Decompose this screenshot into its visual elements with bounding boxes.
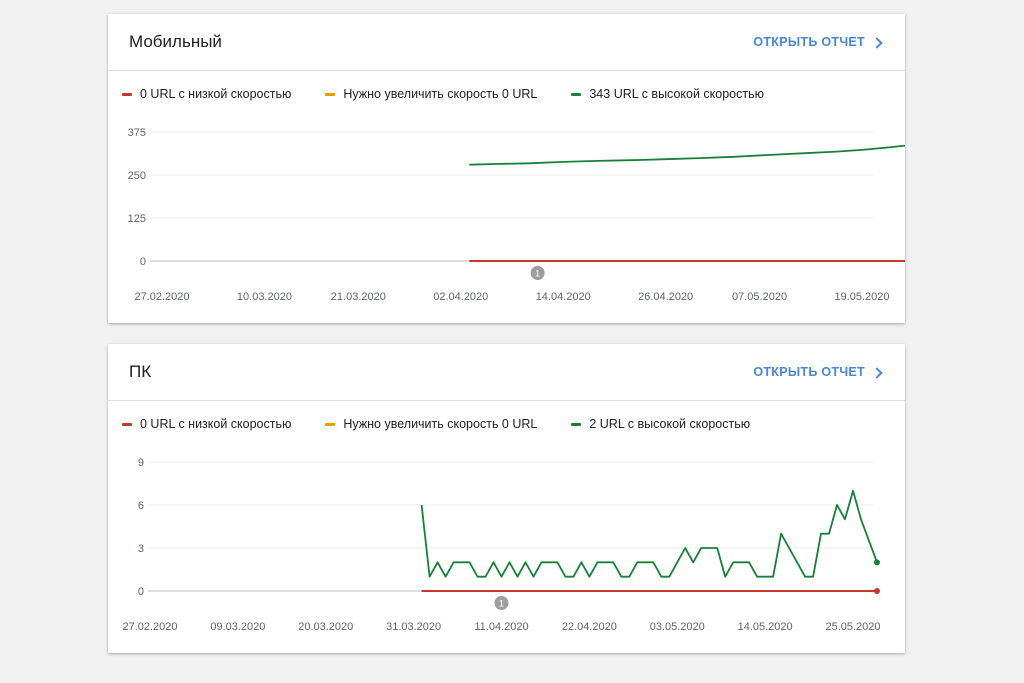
x-tick-label: 27.02.2020	[134, 291, 189, 303]
legend-swatch-poor	[122, 422, 132, 426]
series-end-point-poor	[873, 588, 880, 594]
legend-label-poor: 0 URL с низкой скоростью	[140, 87, 292, 101]
x-tick-label: 11.04.2020	[474, 621, 528, 633]
legend-swatch-needs-improvement	[325, 92, 336, 96]
mobile-card: Мобильный ОТКРЫТЬ ОТЧЕТ 0 URL с низкой с…	[108, 14, 905, 323]
x-tick-label: 10.03.2020	[237, 291, 292, 303]
x-tick-label: 21.03.2020	[331, 291, 386, 303]
annotation-marker	[530, 266, 545, 280]
legend-item-poor[interactable]: 0 URL с низкой скоростью	[122, 417, 291, 431]
legend-item-needs-improvement[interactable]: Нужно увеличить скорость 0 URL	[325, 87, 537, 101]
card-header: ПК ОТКРЫТЬ ОТЧЕТ	[108, 344, 905, 401]
open-report-button[interactable]: ОТКРЫТЬ ОТЧЕТ	[753, 35, 883, 49]
series-end-point-good	[873, 559, 880, 566]
y-tick-label: 0	[140, 256, 146, 268]
y-tick-label: 3	[138, 543, 144, 555]
legend-item-good[interactable]: 343 URL с высокой скоростью	[571, 87, 764, 101]
mobile-speed-chart: 0 125 250 375 27.02.2020 10.03.2020 21.03.2020…	[128, 127, 905, 303]
y-tick-label: 125	[128, 213, 146, 225]
legend-label-poor: 0 URL с низкой скоростью	[140, 417, 292, 431]
x-tick-label: 14.04.2020	[536, 291, 591, 303]
chart-legend: 0 URL с низкой скоростью Нужно увеличить…	[122, 417, 784, 431]
legend-swatch-good	[571, 422, 582, 426]
x-tick-label: 02.04.2020	[433, 291, 488, 303]
chart-legend: 0 URL с низкой скоростью Нужно увеличить…	[122, 87, 798, 101]
x-tick-label: 03.05.2020	[650, 621, 705, 633]
x-tick-label: 22.04.2020	[562, 621, 617, 633]
legend-label-needs-improvement: Нужно увеличить скорость 0 URL	[343, 417, 538, 431]
y-tick-label: 6	[138, 500, 144, 512]
legend-item-good[interactable]: 2 URL с высокой скоростью	[571, 417, 750, 431]
pc-card: ПК ОТКРЫТЬ ОТЧЕТ 0 URL с низкой скорость…	[108, 344, 905, 653]
series-line-good	[469, 144, 905, 166]
open-report-label: ОТКРЫТЬ ОТЧЕТ	[753, 365, 865, 379]
series-line-good	[420, 489, 878, 578]
legend-swatch-good	[571, 92, 582, 96]
annotation-label: 1	[535, 269, 540, 279]
legend-label-needs-improvement: Нужно увеличить скорость 0 URL	[343, 87, 538, 101]
x-tick-label: 09.03.2020	[210, 621, 265, 633]
legend-label-good: 343 URL с высокой скоростью	[589, 87, 764, 101]
card-header: Мобильный ОТКРЫТЬ ОТЧЕТ	[108, 14, 905, 71]
legend-item-needs-improvement[interactable]: Нужно увеличить скорость 0 URL	[325, 417, 537, 431]
y-tick-label: 250	[128, 170, 146, 182]
x-tick-label: 19.05.2020	[834, 291, 889, 303]
legend-swatch-needs-improvement	[325, 422, 336, 426]
open-report-button[interactable]: ОТКРЫТЬ ОТЧЕТ	[753, 365, 883, 379]
x-tick-label: 27.02.2020	[122, 621, 177, 633]
x-tick-label: 31.03.2020	[386, 621, 441, 633]
open-report-label: ОТКРЫТЬ ОТЧЕТ	[753, 35, 865, 49]
pc-speed-chart: 0 3 6 9 27.02.2020 09.03.2020 20.03.2020 31.03.…	[122, 457, 880, 633]
x-tick-label: 07.05.2020	[732, 291, 787, 303]
y-tick-label: 0	[138, 586, 144, 598]
card-title: Мобильный	[129, 32, 222, 51]
legend-item-poor[interactable]: 0 URL с низкой скоростью	[122, 87, 291, 101]
x-tick-label: 25.05.2020	[825, 621, 880, 633]
card-title: ПК	[129, 362, 152, 381]
y-tick-label: 375	[128, 127, 146, 139]
x-tick-label: 20.03.2020	[298, 621, 353, 633]
annotation-label: 1	[499, 599, 504, 609]
annotation-marker	[494, 596, 509, 610]
legend-label-good: 2 URL с высокой скоростью	[589, 417, 751, 431]
y-tick-label: 9	[138, 457, 144, 469]
x-tick-label: 26.04.2020	[638, 291, 693, 303]
legend-swatch-poor	[122, 92, 132, 96]
x-tick-label: 14.05.2020	[738, 621, 793, 633]
